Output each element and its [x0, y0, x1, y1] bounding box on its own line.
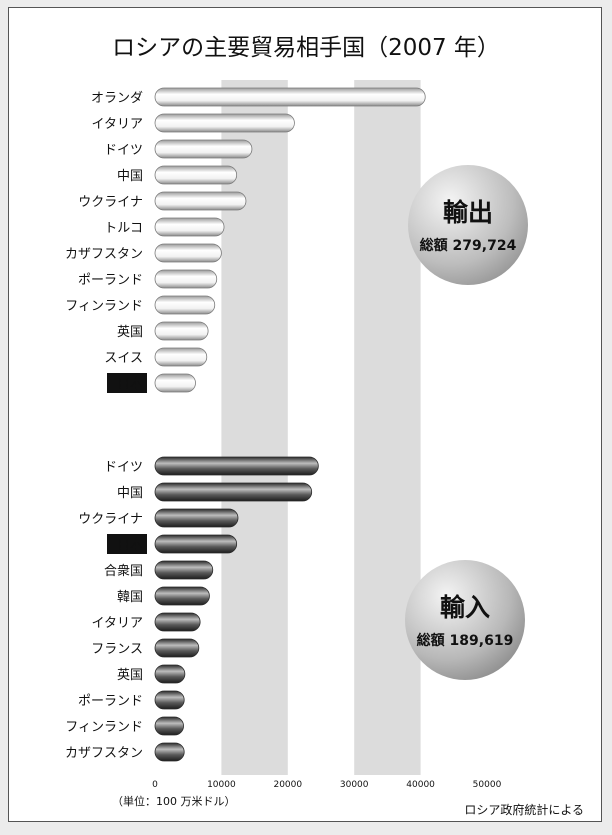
import-category-label: 英国 — [117, 668, 143, 683]
import-bar — [154, 664, 186, 684]
import-category-label: 日本 — [117, 538, 143, 553]
import-category-label: 韓国 — [117, 590, 143, 605]
import-category-label: フィンランド — [65, 720, 143, 735]
import-bar — [154, 534, 238, 554]
export-category-label: 日本 — [117, 377, 143, 392]
export-bar — [154, 269, 218, 289]
x-tick-label: 30000 — [340, 780, 369, 790]
gridline-band — [354, 80, 421, 775]
export-bar — [154, 139, 253, 159]
gridline-band — [221, 80, 288, 775]
export-bar — [154, 347, 208, 367]
export-category-label: トルコ — [104, 221, 143, 236]
export-category-label: カザフスタン — [65, 247, 143, 262]
import-bar — [154, 560, 214, 580]
export-total: 総額 279,724 — [419, 238, 517, 254]
export-category-label: イタリア — [92, 117, 143, 132]
export-category-label: ポーランド — [78, 273, 143, 288]
import-category-label: ポーランド — [78, 694, 143, 709]
x-tick-label: 10000 — [207, 780, 236, 790]
export-label: 輸出 — [442, 198, 493, 227]
x-tick-label: 20000 — [273, 780, 302, 790]
export-total-badge: 輸出 総額 279,724 — [408, 165, 528, 285]
import-bar — [154, 508, 239, 528]
import-category-label: ドイツ — [104, 460, 143, 475]
export-category-label: 英国 — [117, 325, 143, 340]
export-category-label: オランダ — [91, 91, 143, 106]
import-bar — [154, 690, 185, 710]
export-category-label: 中国 — [117, 169, 143, 184]
export-bar — [154, 295, 216, 315]
chart-title: ロシアの主要貿易相手国（2007 年） — [112, 35, 500, 61]
export-bar — [154, 165, 238, 185]
x-tick-label: 40000 — [406, 780, 435, 790]
import-category-label: カザフスタン — [65, 746, 143, 761]
export-bar — [154, 217, 225, 237]
export-category-label: スイス — [104, 351, 143, 366]
export-category-label: フィンランド — [65, 299, 143, 314]
x-tick-label: 50000 — [473, 780, 502, 790]
export-category-label: ウクライナ — [78, 195, 143, 210]
import-category-label: フランス — [91, 642, 143, 657]
import-total: 総額 189,619 — [416, 633, 514, 649]
export-bar — [154, 373, 196, 393]
export-bar — [154, 113, 295, 133]
import-category-label: ウクライナ — [78, 512, 143, 527]
import-bar — [154, 456, 319, 476]
import-bar — [154, 612, 201, 632]
export-bar — [154, 243, 222, 263]
import-bar — [154, 638, 200, 658]
import-total-badge: 輸入 総額 189,619 — [405, 560, 525, 680]
chart-frame: ロシアの主要貿易相手国（2007 年） — [8, 7, 602, 822]
japan-highlight-box — [107, 534, 147, 554]
import-bar — [154, 586, 210, 606]
export-bar — [154, 87, 426, 107]
import-bar — [154, 742, 185, 762]
import-label: 輸入 — [439, 593, 490, 622]
export-bar — [154, 191, 247, 211]
import-bar — [154, 482, 313, 502]
source-note: ロシア政府統計による — [464, 803, 584, 817]
export-category-label: ドイツ — [104, 143, 143, 158]
unit-note: （単位：100 万米ドル） — [112, 795, 236, 808]
import-category-label: 中国 — [117, 486, 143, 501]
export-bar — [154, 321, 209, 341]
import-bar — [154, 716, 184, 736]
import-category-label: 合衆国 — [104, 563, 143, 579]
japan-highlight-box — [107, 373, 147, 393]
x-tick-label: 0 — [152, 780, 158, 790]
import-category-label: イタリア — [92, 616, 143, 631]
